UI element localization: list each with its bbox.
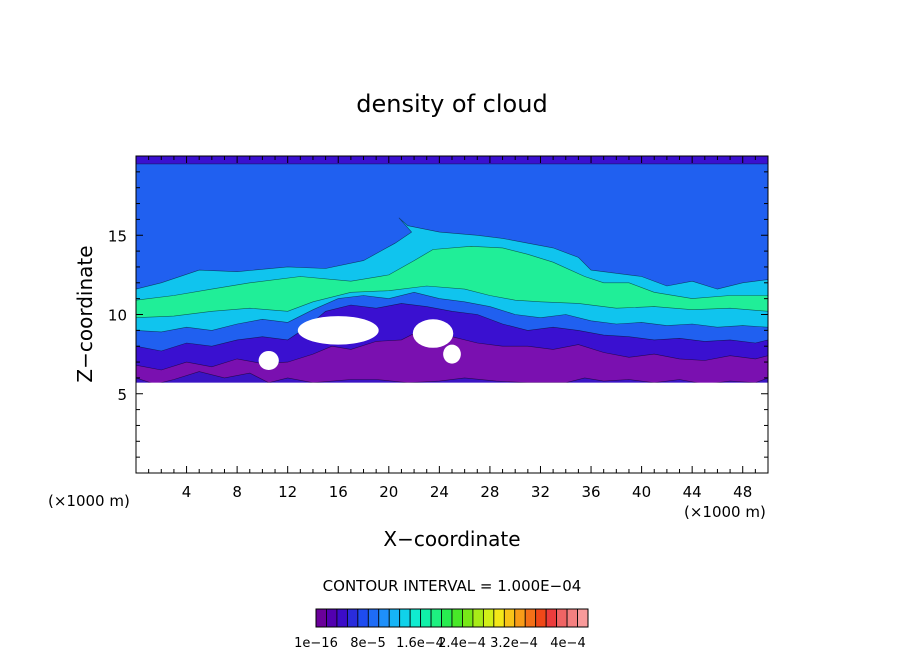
y-tick-label: 15 — [108, 227, 127, 245]
x-axis-label: X−coordinate — [383, 527, 520, 551]
y-axis-label: Z−coordinate — [73, 245, 97, 382]
colorbar-swatch — [503, 608, 516, 628]
colorbar-label: 2.4e−4 — [438, 636, 486, 651]
colorbar-swatch — [315, 608, 327, 628]
colorbar-swatch — [378, 608, 390, 628]
contour-line-1 — [136, 156, 768, 385]
colorbar-swatch — [577, 608, 589, 628]
colorbar-swatch — [524, 608, 537, 628]
contour-line-4 — [136, 217, 768, 333]
colorbar-swatch — [399, 608, 411, 628]
no-cloud-region — [136, 382, 768, 473]
cloud-gap — [412, 319, 454, 348]
colorbar-swatch — [566, 608, 578, 628]
colorbar-swatch — [420, 608, 432, 628]
x-tick-label: 20 — [379, 483, 398, 501]
x-unit-left: (×1000 m) — [48, 492, 130, 510]
x-tick-label: 12 — [278, 483, 297, 501]
colorbar-swatch — [493, 608, 505, 628]
colorbar-label: 8e−5 — [350, 636, 385, 651]
colorbar-labels: 1e−16 8e−5 1.6e−42.4e−4 3.2e−4 4e−4 — [294, 636, 586, 651]
cloud-gap — [297, 316, 379, 345]
x-tick-label: 16 — [329, 483, 348, 501]
cloud-gap — [443, 344, 461, 364]
colorbar-swatch — [556, 608, 568, 628]
colorbar-swatch — [346, 608, 359, 628]
colorbar-swatch — [388, 608, 401, 628]
colorbar-frame — [315, 608, 589, 628]
colorbar-swatch — [357, 608, 369, 628]
plot-area — [136, 156, 768, 473]
colorbar-swatch — [514, 608, 526, 628]
colorbar-label: 1.6e−4 — [396, 636, 444, 651]
density-band-5 — [136, 246, 768, 318]
colorbar-swatch — [441, 608, 453, 628]
y-axis: 5 10 15 — [108, 171, 768, 458]
x-tick-label: 8 — [232, 483, 242, 501]
x-unit-right: (×1000 m) — [684, 503, 766, 521]
colorbar-label: 3.2e−4 — [490, 636, 538, 651]
colorbar-swatch — [451, 608, 463, 628]
colorbar-label: 1e−16 — [294, 636, 338, 651]
density-field — [136, 156, 768, 385]
colorbar-swatch — [545, 608, 558, 628]
x-axis: 4 8 12 16 20 24 28 32 36 40 44 48 — [148, 156, 756, 501]
y-tick-label: 10 — [108, 307, 127, 325]
colorbar-swatch — [462, 608, 474, 628]
colorbar-swatch — [430, 608, 442, 628]
colorbar-swatch — [472, 608, 484, 628]
x-tick-label: 36 — [581, 483, 600, 501]
x-tick-label: 24 — [430, 483, 449, 501]
cloud-gaps — [258, 316, 461, 370]
x-tick-label: 44 — [683, 483, 702, 501]
colorbar-label: 4e−4 — [550, 636, 585, 651]
contour-line-5 — [136, 245, 768, 319]
contour-line-3 — [136, 163, 768, 352]
x-tick-label: 28 — [480, 483, 499, 501]
colorbar-swatch — [482, 608, 495, 628]
cloud-gap — [258, 350, 279, 370]
x-tick-label: 32 — [531, 483, 550, 501]
colorbar-swatch — [535, 608, 547, 628]
x-tick-label: 48 — [733, 483, 752, 501]
chart-title: density of cloud — [356, 90, 547, 118]
colorbar-swatch — [326, 608, 338, 628]
colorbar-swatch — [409, 608, 422, 628]
colorbar — [315, 608, 589, 628]
x-tick-label: 4 — [182, 483, 192, 501]
colorbar-swatch — [336, 608, 348, 628]
y-tick-label: 5 — [117, 386, 127, 404]
contour-interval-label: CONTOUR INTERVAL = 1.000E−04 — [323, 577, 582, 595]
x-tick-label: 40 — [632, 483, 651, 501]
colorbar-swatch — [367, 608, 380, 628]
